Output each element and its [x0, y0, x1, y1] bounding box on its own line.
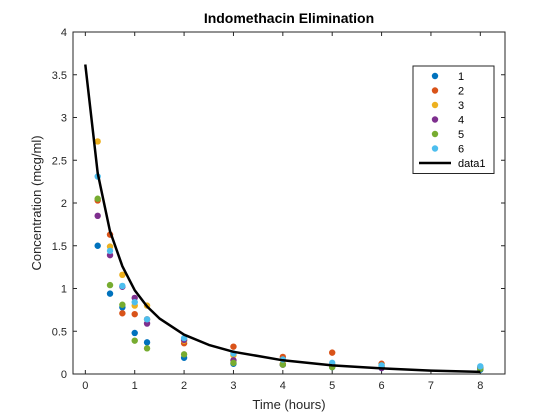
series-6-point	[477, 363, 484, 370]
series-5-point	[131, 337, 138, 344]
series-2-point	[329, 349, 336, 356]
y-tick-label: 0.5	[52, 326, 67, 338]
series-1-point	[131, 329, 138, 337]
series-5-point	[94, 195, 101, 202]
x-tick-label: 8	[477, 380, 483, 392]
series-5-point	[180, 351, 188, 358]
x-tick-label: 3	[230, 380, 236, 392]
x-tick-label: 5	[329, 380, 335, 392]
x-tick-label: 1	[132, 380, 138, 392]
series-2-point	[119, 310, 126, 317]
series-1-point	[94, 242, 101, 249]
y-tick-label: 3	[61, 113, 67, 125]
x-tick-label: 7	[428, 380, 434, 392]
series-3-point	[94, 138, 101, 145]
y-tick-label: 0	[61, 369, 67, 381]
y-tick-label: 1	[61, 284, 67, 296]
legend-label-6: 6	[458, 144, 464, 156]
chart-title: Indomethacin Elimination	[204, 10, 374, 26]
legend-marker-5	[431, 130, 439, 138]
y-tick-label: 2	[61, 198, 67, 210]
series-1-point	[106, 290, 114, 297]
legend-marker-1	[431, 72, 439, 80]
y-tick-label: 2.5	[52, 155, 67, 167]
fit-line-data1	[84, 64, 481, 374]
series-5-point	[106, 281, 114, 289]
legend-label-data1: data1	[458, 158, 486, 170]
series-5-point	[119, 301, 126, 308]
legend-label-1: 1	[458, 71, 464, 83]
series-5-point	[230, 359, 237, 367]
x-tick-label: 2	[181, 380, 187, 392]
axes: 0 1 2 3 4 5 6 7 8 0 0.5 1 1.5 2 2.5 3 3.5 4	[52, 27, 506, 392]
series-6-point	[119, 282, 126, 290]
series-1-point	[143, 339, 151, 346]
legend: 1 2 3 4 5 6 data1	[412, 65, 495, 174]
legend-box	[412, 65, 495, 174]
series-6-point	[131, 298, 138, 306]
legend-marker-2	[431, 87, 439, 94]
legend-marker-6	[431, 145, 439, 152]
series-5-point	[279, 361, 287, 368]
series-3-point	[119, 271, 126, 279]
legend-label-4: 4	[458, 115, 464, 127]
y-tick-label: 1.5	[52, 241, 67, 253]
y-axis-label: Concentration (mcg/ml)	[29, 135, 44, 270]
series-2-point	[131, 310, 138, 318]
y-tick-label: 3.5	[52, 70, 67, 82]
x-tick-label: 0	[82, 380, 88, 392]
x-tick-label: 4	[280, 380, 286, 392]
legend-marker-4	[431, 116, 439, 123]
legend-label-2: 2	[458, 86, 464, 98]
series-4-point	[94, 212, 101, 220]
y-tick-label: 4	[61, 27, 67, 39]
legend-label-3: 3	[458, 100, 464, 112]
series-5-point	[143, 345, 151, 352]
series-2-point	[230, 343, 237, 350]
x-axis-label: Time (hours)	[252, 397, 325, 412]
series-6-point	[106, 247, 114, 255]
legend-marker-3	[431, 101, 439, 109]
legend-label-5: 5	[458, 129, 464, 141]
series-6-point	[143, 316, 151, 323]
x-tick-label: 6	[379, 380, 385, 392]
data-marks	[84, 64, 484, 374]
